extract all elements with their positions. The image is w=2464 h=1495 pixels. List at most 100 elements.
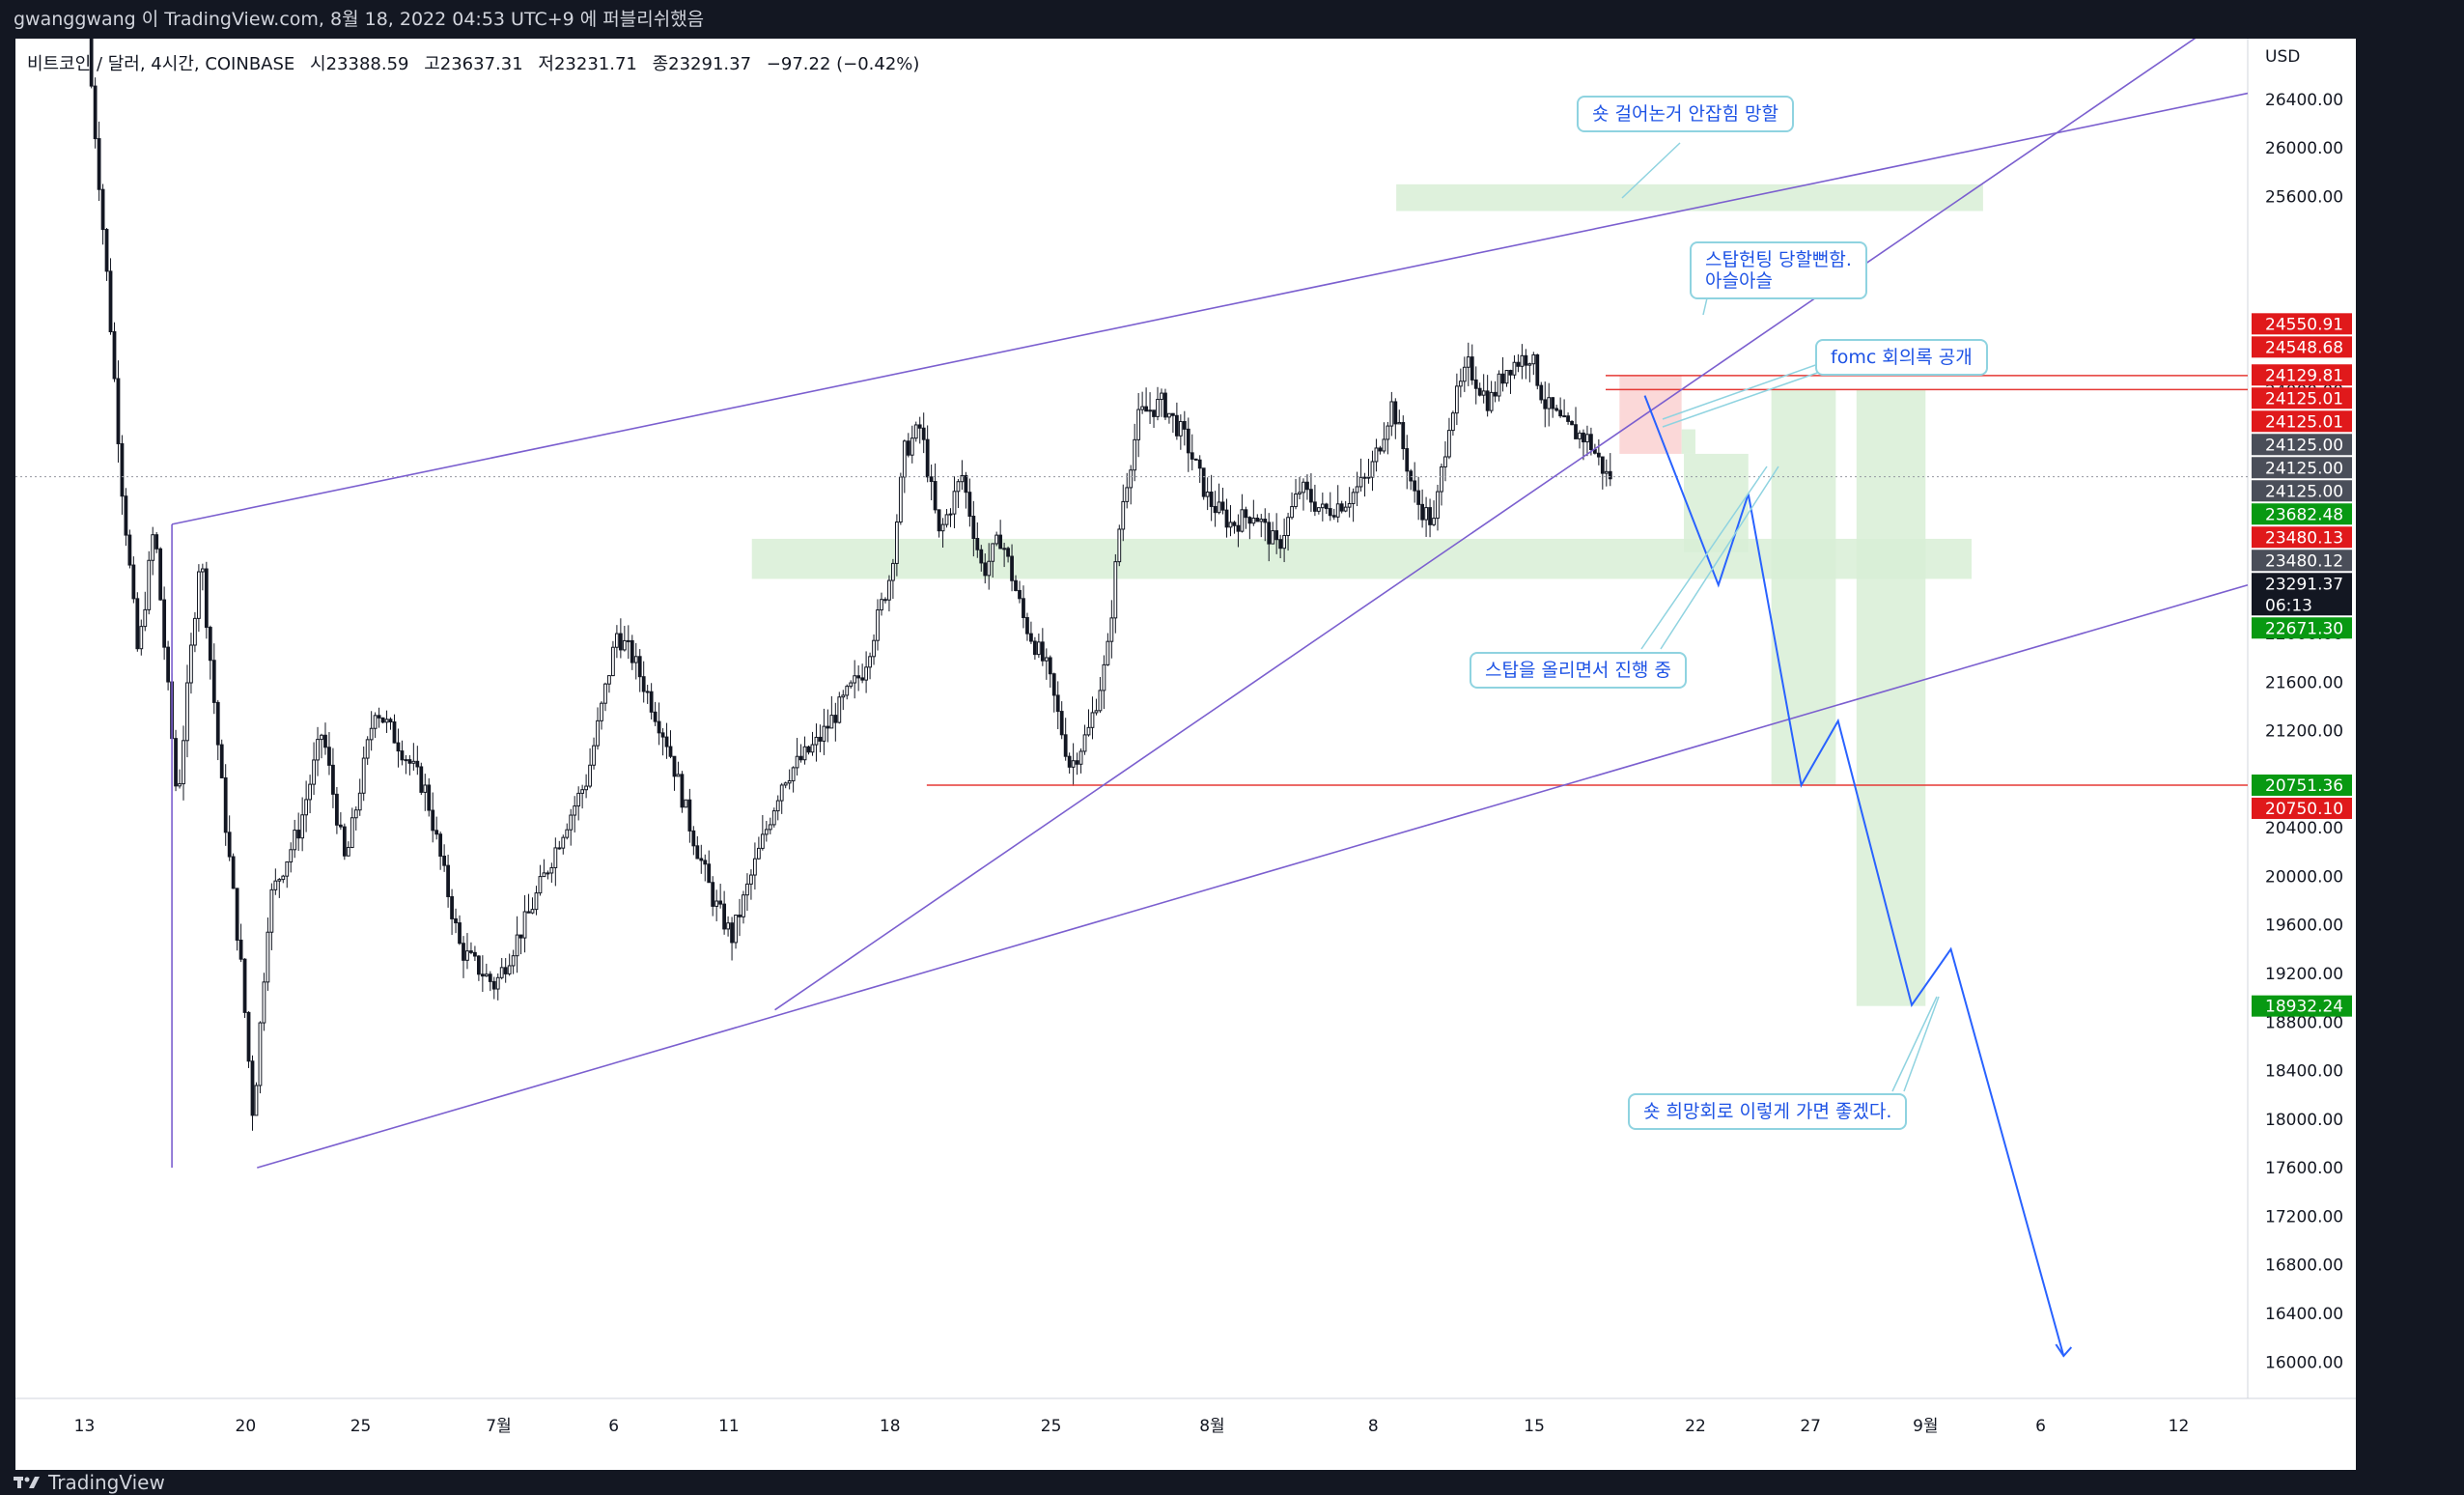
candle[interactable] [211,660,216,703]
candle[interactable] [711,882,715,907]
candle[interactable] [1171,412,1175,416]
candle[interactable] [293,830,297,851]
candle[interactable] [703,860,708,865]
candle[interactable] [1466,356,1470,368]
candle[interactable] [645,691,650,693]
candle[interactable] [1600,456,1605,474]
candle[interactable] [921,427,926,440]
candle[interactable] [1309,489,1313,503]
candle[interactable] [829,715,834,729]
candle[interactable] [742,894,745,917]
candle[interactable] [215,701,220,746]
candle[interactable] [308,783,312,801]
candle[interactable] [1090,712,1095,728]
candle[interactable] [431,809,435,832]
candle[interactable] [1409,470,1414,482]
candle[interactable] [361,757,366,794]
candle[interactable] [1473,379,1478,389]
candle[interactable] [1029,633,1033,642]
candle[interactable] [139,626,144,650]
candle[interactable] [392,721,397,744]
candle[interactable] [917,424,922,429]
candle[interactable] [1094,710,1099,714]
candle[interactable] [925,438,930,478]
candle[interactable] [242,958,247,1013]
candle[interactable] [622,639,627,651]
candle[interactable] [1370,461,1375,478]
candle[interactable] [1574,424,1578,439]
candle[interactable] [1290,506,1294,519]
candle[interactable] [1055,694,1060,713]
candle[interactable] [427,784,432,811]
candle[interactable] [350,817,354,848]
candle[interactable] [1113,561,1118,619]
candle[interactable] [258,1022,263,1086]
candle[interactable] [722,903,727,930]
candle[interactable] [1086,726,1091,736]
candle[interactable] [1470,356,1474,381]
candle[interactable] [219,744,224,778]
candle[interactable] [415,760,420,768]
candle[interactable] [369,727,374,741]
candle[interactable] [522,911,527,939]
candle[interactable] [1520,354,1525,367]
candle[interactable] [1539,384,1544,401]
candle[interactable] [745,883,749,896]
candle[interactable] [1551,397,1555,409]
candle[interactable] [235,888,239,941]
candle[interactable] [1596,452,1601,458]
candle[interactable] [1447,430,1451,458]
candle[interactable] [1036,641,1041,656]
candle[interactable] [691,830,696,847]
candle[interactable] [316,739,320,761]
candle[interactable] [607,675,611,685]
candle[interactable] [887,579,891,601]
candle[interactable] [806,746,811,753]
candle[interactable] [1416,490,1421,505]
candle[interactable] [1401,422,1406,450]
candle[interactable] [902,440,907,478]
candle[interactable] [1547,397,1552,409]
candle[interactable] [526,911,531,914]
candle[interactable] [400,750,405,761]
candle[interactable] [104,229,109,272]
candle[interactable] [1220,501,1225,511]
candle[interactable] [699,858,704,861]
candle[interactable] [718,900,723,905]
candle[interactable] [849,682,854,688]
candle[interactable] [1504,370,1509,384]
candle[interactable] [1378,447,1383,452]
candle[interactable] [238,939,243,960]
candle[interactable] [473,951,477,957]
candle[interactable] [1481,390,1486,396]
candle[interactable] [956,481,961,493]
candle[interactable] [1493,391,1498,397]
candle[interactable] [200,568,205,573]
candle[interactable] [116,378,121,444]
candle[interactable] [1286,517,1290,537]
candle[interactable] [323,734,327,748]
candle[interactable] [894,522,899,564]
candle[interactable] [1570,420,1574,426]
candle[interactable] [1358,476,1363,488]
candle[interactable] [680,774,685,808]
candle[interactable] [143,608,148,628]
candle[interactable] [561,836,566,849]
candle[interactable] [1413,480,1417,492]
candle[interactable] [779,784,784,802]
candle[interactable] [1405,448,1410,472]
candle[interactable] [1117,528,1122,563]
candle[interactable] [1462,366,1467,382]
candle[interactable] [775,800,780,812]
candle[interactable] [1543,399,1548,409]
candle[interactable] [266,931,270,983]
candle[interactable] [791,767,796,781]
candle[interactable] [1040,641,1045,662]
candle[interactable] [289,849,294,863]
candle[interactable] [1294,494,1298,508]
candle[interactable] [1578,432,1582,439]
candle[interactable] [753,858,757,876]
candle[interactable] [1167,412,1171,418]
candle[interactable] [273,880,278,890]
candle[interactable] [1397,422,1402,425]
